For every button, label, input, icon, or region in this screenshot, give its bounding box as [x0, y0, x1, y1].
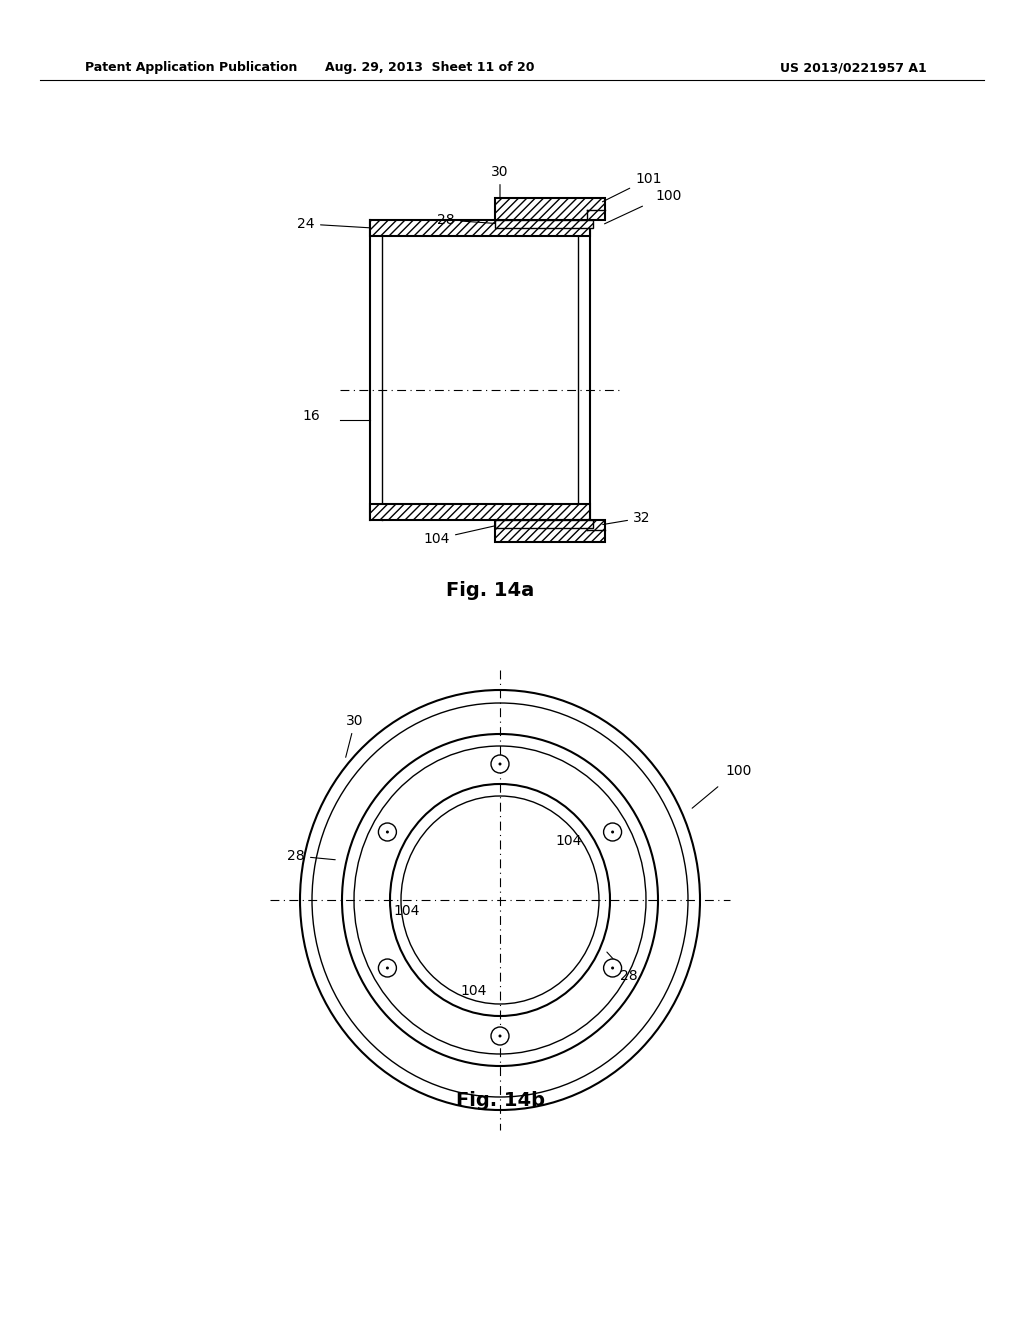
Text: 24: 24: [298, 216, 371, 231]
Bar: [495, 220, 593, 228]
Text: 104: 104: [424, 524, 501, 546]
Bar: [370, 504, 590, 520]
Ellipse shape: [499, 1035, 502, 1038]
Ellipse shape: [386, 830, 389, 833]
Text: 32: 32: [603, 511, 650, 525]
Text: 28: 28: [437, 213, 501, 227]
Bar: [370, 220, 590, 236]
Text: Fig. 14b: Fig. 14b: [456, 1090, 545, 1110]
Text: 104: 104: [555, 834, 582, 847]
Bar: [495, 220, 593, 228]
Bar: [370, 220, 590, 236]
Text: 28: 28: [288, 849, 335, 863]
Ellipse shape: [386, 966, 389, 969]
Text: Aug. 29, 2013  Sheet 11 of 20: Aug. 29, 2013 Sheet 11 of 20: [326, 62, 535, 74]
Ellipse shape: [490, 1027, 509, 1045]
Ellipse shape: [499, 763, 502, 766]
Text: 16: 16: [302, 409, 319, 422]
Bar: [495, 198, 605, 220]
Ellipse shape: [603, 960, 622, 977]
Bar: [495, 520, 593, 528]
Bar: [370, 504, 590, 520]
Text: 104: 104: [393, 904, 420, 917]
Ellipse shape: [379, 960, 396, 977]
Text: 104: 104: [460, 983, 486, 998]
Ellipse shape: [379, 822, 396, 841]
Ellipse shape: [603, 822, 622, 841]
Text: 30: 30: [346, 714, 364, 758]
Text: 30: 30: [492, 165, 509, 198]
Text: 100: 100: [655, 189, 681, 203]
Ellipse shape: [611, 830, 614, 833]
Bar: [495, 520, 593, 528]
Ellipse shape: [490, 755, 509, 774]
Text: US 2013/0221957 A1: US 2013/0221957 A1: [780, 62, 927, 74]
Text: 28: 28: [607, 952, 638, 983]
Bar: [495, 520, 605, 543]
Text: 101: 101: [602, 172, 662, 202]
Text: Patent Application Publication: Patent Application Publication: [85, 62, 297, 74]
Text: 100: 100: [725, 764, 752, 777]
Bar: [495, 520, 605, 543]
Text: Fig. 14a: Fig. 14a: [445, 581, 535, 599]
Bar: [495, 198, 605, 220]
Ellipse shape: [611, 966, 614, 969]
